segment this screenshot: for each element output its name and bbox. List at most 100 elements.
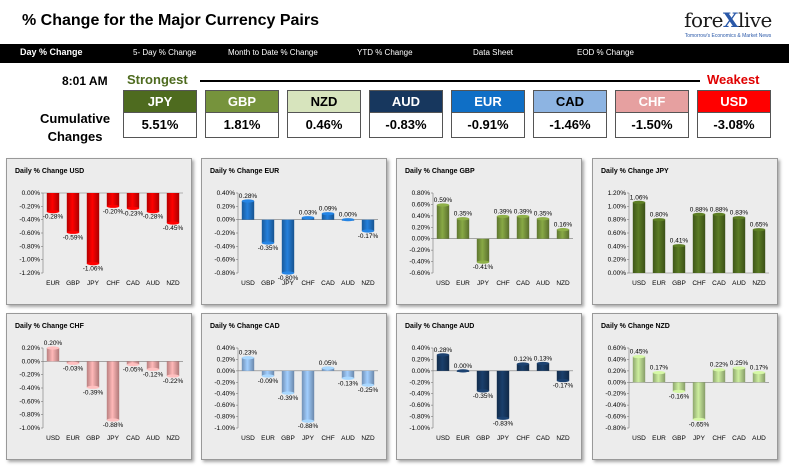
nav-month-to-date[interactable]: Month to Date % Change — [228, 48, 318, 57]
bar-chf — [106, 193, 120, 207]
weakest-label: Weakest — [707, 72, 760, 87]
x-tick-label: AUD — [536, 280, 550, 287]
data-label: -0.17% — [358, 233, 379, 240]
bar-gbp — [86, 361, 100, 388]
x-tick-label: USD — [436, 435, 450, 442]
y-tick-label: -0.60% — [214, 257, 235, 264]
bar-cap — [496, 416, 510, 420]
x-tick-label: CHF — [516, 435, 529, 442]
bar-cap — [241, 356, 255, 360]
nav-ytd-change[interactable]: YTD % Change — [357, 48, 413, 57]
bar-chf — [496, 216, 510, 239]
x-tick-label: GBP — [672, 435, 686, 442]
y-tick-label: -0.20% — [19, 203, 40, 210]
bar-usd — [632, 356, 646, 383]
header: % Change for the Major Currency Pairs fo… — [0, 0, 789, 44]
bar-cap — [556, 378, 570, 383]
bar-cap — [752, 228, 766, 232]
x-tick-label: USD — [46, 435, 60, 442]
y-tick-label: 0.00% — [217, 368, 236, 375]
bar-aud — [146, 361, 160, 370]
data-label: 0.22% — [710, 362, 729, 369]
y-tick-label: -0.40% — [19, 217, 40, 224]
bar-cap — [126, 206, 140, 210]
bar-jpy — [86, 193, 100, 264]
currency-name: CAD — [534, 91, 606, 113]
x-tick-label: JPY — [87, 280, 100, 287]
y-tick-label: -0.60% — [409, 402, 430, 409]
chart-panel-0: Daily % Change USD 0.00% -0.20% -0.40% -0.60… — [6, 158, 192, 305]
bar-chart: 0.40% 0.20% 0.00% -0.20% -0.40% -0.60% -0.80% -… — [409, 345, 573, 442]
chart-panel-7: Daily % Change NZD 0.60% 0.40% 0.20% 0.00% -0… — [592, 313, 778, 460]
bar-cap — [146, 367, 160, 371]
bar-cap — [106, 204, 120, 208]
bar-cap — [712, 212, 726, 216]
bar-cad — [712, 214, 726, 273]
chart-title: Daily % Change EUR — [210, 168, 280, 175]
bar-usd — [46, 348, 60, 362]
x-tick-label: CAD — [321, 280, 335, 287]
bar-eur — [261, 370, 275, 376]
y-tick-label: 0.60% — [608, 345, 627, 352]
y-tick-label: -1.00% — [19, 425, 40, 432]
x-tick-label: CAD — [126, 435, 140, 442]
nav-day-change[interactable]: Day % Change — [20, 47, 83, 57]
y-tick-label: 0.20% — [412, 356, 431, 363]
bar-cap — [632, 200, 646, 204]
bar-cap — [361, 383, 375, 387]
y-tick-label: -0.20% — [605, 391, 626, 398]
y-tick-label: -0.20% — [409, 247, 430, 254]
time-stamp: 8:01 AM — [62, 74, 108, 88]
currency-value: -1.46% — [534, 113, 606, 137]
data-label: 0.09% — [319, 206, 338, 213]
bar-cap — [321, 366, 335, 370]
bar-jpy — [692, 382, 706, 420]
x-tick-label: CAD — [536, 435, 550, 442]
currency-value: 1.81% — [206, 113, 278, 137]
bar-chart: 0.60% 0.40% 0.20% 0.00% -0.20% -0.40% -0.60% -0… — [605, 345, 769, 442]
bar-chf — [692, 214, 706, 273]
x-tick-label: AUD — [752, 435, 766, 442]
x-tick-label: AUD — [146, 435, 160, 442]
y-tick-label: 0.20% — [217, 356, 236, 363]
bar-eur — [652, 372, 666, 383]
x-tick-label: JPY — [282, 280, 295, 287]
x-tick-label: EUR — [456, 280, 470, 287]
bar-cap — [476, 260, 490, 264]
bar-cap — [66, 361, 80, 365]
y-tick-label: -0.60% — [19, 398, 40, 405]
x-tick-label: CHF — [301, 280, 314, 287]
x-tick-label: AUD — [146, 280, 160, 287]
nav-5day-change[interactable]: 5- Day % Change — [133, 48, 197, 57]
data-label: -0.22% — [163, 378, 184, 385]
nav-eod-change[interactable]: EOD % Change — [577, 48, 634, 57]
y-tick-label: 0.20% — [217, 203, 236, 210]
bar-cap — [436, 203, 450, 207]
x-tick-label: AUD — [341, 435, 355, 442]
bar-cap — [146, 210, 160, 214]
x-tick-label: EUR — [652, 435, 666, 442]
y-tick-label: -0.80% — [214, 270, 235, 277]
data-label: 0.39% — [514, 208, 533, 215]
y-tick-label: -0.40% — [214, 391, 235, 398]
nav-data-sheet[interactable]: Data Sheet — [473, 48, 514, 57]
data-label: 0.80% — [650, 212, 669, 219]
x-tick-label: EUR — [66, 435, 80, 442]
bar-cad — [732, 368, 746, 383]
data-label: -0.28% — [143, 214, 164, 221]
forexlive-logo[interactable]: foreXlive Tomorrow's Economics & Market … — [678, 8, 778, 40]
x-tick-label: USD — [632, 435, 646, 442]
bar-eur — [652, 219, 666, 273]
bar-nzd — [752, 229, 766, 273]
bar-gbp — [672, 382, 686, 392]
currency-box-usd: USD -3.08% — [697, 90, 771, 138]
bar-cap — [86, 262, 100, 266]
y-tick-label: 0.00% — [608, 270, 627, 277]
bar-cap — [106, 418, 120, 422]
data-label: -0.12% — [143, 371, 164, 378]
bar-cap — [516, 214, 530, 219]
bar-jpy — [281, 219, 295, 273]
currency-name: JPY — [124, 91, 196, 113]
bar-chart: 0.00% -0.20% -0.40% -0.60% -0.80% -1.00% -1.20… — [19, 190, 183, 287]
currency-box-aud: AUD -0.83% — [369, 90, 443, 138]
